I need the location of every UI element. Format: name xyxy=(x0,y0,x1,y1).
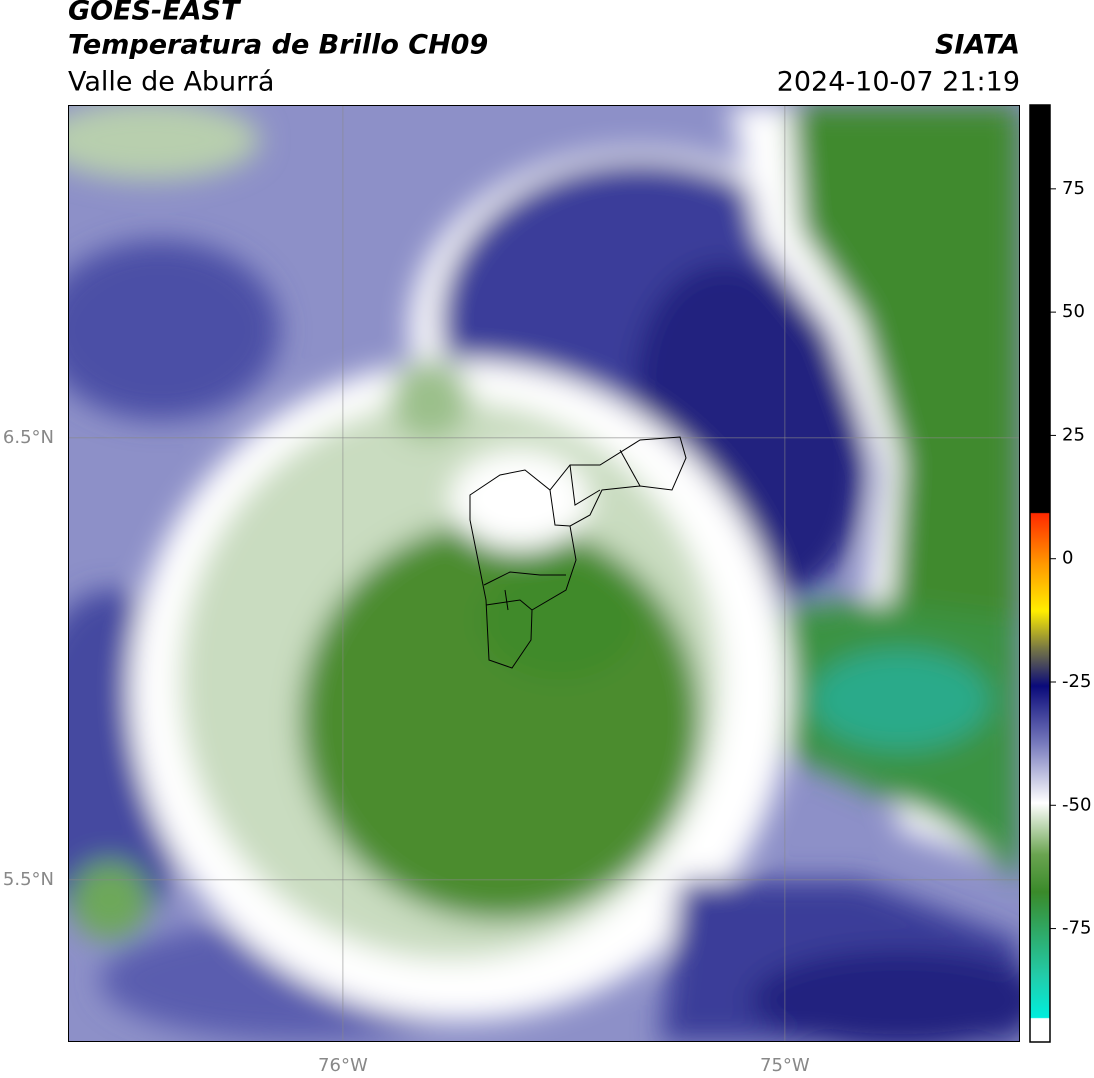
colorbar xyxy=(1029,104,1051,1043)
datetime: 2024-10-07 21:19 xyxy=(777,67,1020,98)
basin-boundary xyxy=(469,436,687,669)
colorbar-tick-label: 0 xyxy=(1062,548,1073,569)
colorbar-ticks: 75 50 25 0 -25 -50 -75 xyxy=(1050,178,1091,939)
colorbar-tick-label: -50 xyxy=(1062,794,1091,815)
lon-label: 75°W xyxy=(760,1055,810,1076)
graticule xyxy=(68,105,1020,1042)
graticule-labels: 76°W 75°W 6.5°N 5.5°N xyxy=(3,427,810,1076)
satellite-title: GOES-EAST xyxy=(68,0,242,27)
agency: SIATA xyxy=(935,30,1020,61)
colorbar-tick-label: -25 xyxy=(1062,671,1091,692)
colorbar-tick-label: 50 xyxy=(1062,301,1085,322)
lon-label: 76°W xyxy=(318,1055,368,1076)
colorbar-tick-label: 25 xyxy=(1062,424,1085,445)
lat-label: 6.5°N xyxy=(3,427,54,448)
colorbar-tick-label: 75 xyxy=(1062,178,1085,199)
satellite-image xyxy=(68,105,1020,1042)
region-title: Valle de Aburrá xyxy=(68,67,274,98)
lat-label: 5.5°N xyxy=(3,869,54,890)
product-title: Temperatura de Brillo CH09 xyxy=(68,30,488,61)
colorbar-tick-label: -75 xyxy=(1062,918,1091,939)
